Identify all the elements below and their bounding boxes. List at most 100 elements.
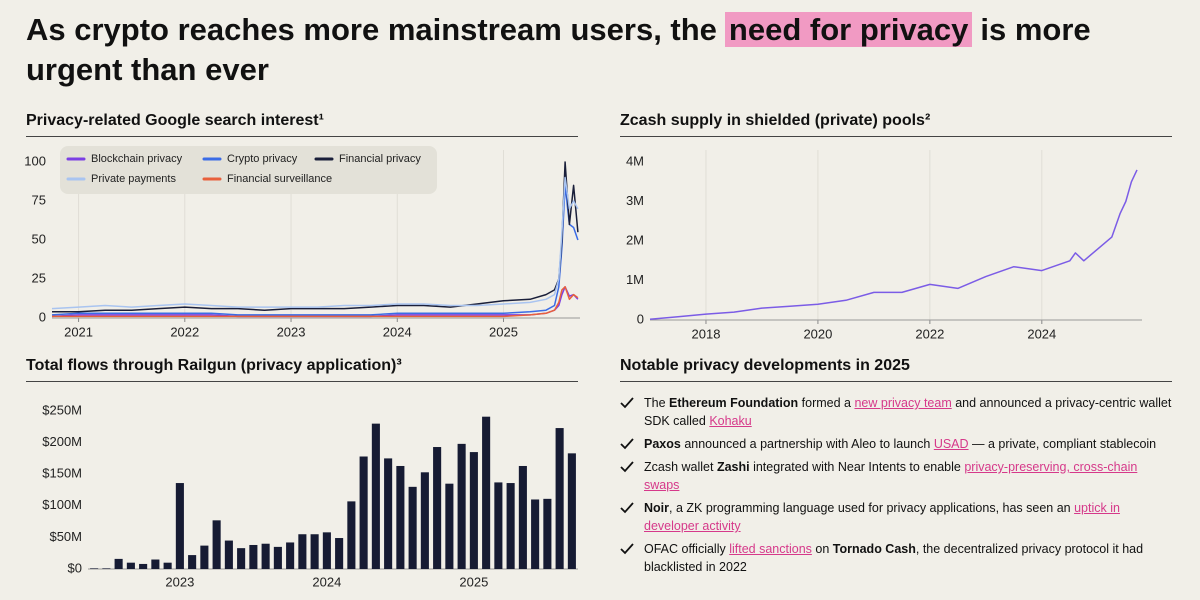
check-icon — [620, 438, 634, 450]
y-tick-label: 25 — [32, 270, 46, 285]
title-highlight: need for privacy — [724, 12, 973, 47]
link[interactable]: privacy-preserving, cross-chain swaps — [644, 460, 1138, 492]
x-tick-label: 2025 — [489, 324, 518, 339]
legend: Blockchain privacy Crypto privacy Financia… — [60, 146, 437, 194]
legend-label: Private payments — [91, 173, 176, 185]
y-tick-label: $150M — [42, 466, 82, 481]
series-line — [649, 169, 1138, 320]
series-line — [51, 176, 579, 310]
bar — [90, 568, 99, 569]
legend-label: Crypto privacy — [227, 153, 298, 165]
x-tick-label: 2024 — [1027, 326, 1056, 341]
bar — [286, 542, 295, 569]
bar — [433, 447, 442, 569]
bar — [102, 568, 111, 569]
x-tick-label: 2024 — [312, 574, 341, 589]
bar — [518, 465, 527, 569]
item-text: on — [811, 542, 833, 556]
y-tick-label: 50 — [32, 231, 46, 246]
development-list: The Ethereum Foundation formed a new pri… — [620, 394, 1175, 581]
bar — [420, 472, 429, 569]
bar — [469, 452, 478, 569]
bar — [163, 562, 172, 569]
bar — [188, 555, 197, 569]
y-tick-label: 3M — [626, 193, 644, 208]
legend-label: Financial surveillance — [227, 173, 332, 185]
check-icon — [620, 397, 634, 409]
legend-label: Blockchain privacy — [91, 153, 183, 165]
bar — [359, 456, 368, 569]
item-text: Zashi — [716, 460, 750, 474]
bar — [212, 520, 221, 569]
item-text: Paxos — [644, 437, 681, 451]
title-text: is more urgent than ever — [26, 12, 1091, 87]
bar — [310, 534, 319, 569]
bar — [237, 548, 246, 569]
bar — [261, 543, 270, 569]
bar — [347, 501, 356, 569]
bar — [531, 499, 540, 569]
y-tick-label: 0 — [637, 311, 644, 326]
bar — [506, 483, 515, 569]
bar — [139, 563, 148, 569]
link[interactable]: lifted sanctions — [729, 542, 812, 556]
x-tick-label: 2023 — [165, 574, 194, 589]
check-icon — [620, 543, 634, 555]
series-line — [51, 184, 579, 316]
item-text: Ethereum Foundation — [669, 396, 799, 410]
legend-label: Financial privacy — [339, 153, 421, 165]
bar — [457, 443, 466, 569]
item-text: Noir — [644, 501, 669, 515]
bar — [175, 483, 184, 569]
bar — [543, 498, 552, 569]
title-text: As crypto reaches more mainstream users,… — [26, 12, 717, 47]
item-text: Tornado Cash — [832, 542, 916, 556]
bar — [384, 458, 393, 569]
x-tick-label: 2022 — [915, 326, 944, 341]
y-tick-label: 2M — [626, 232, 644, 247]
link[interactable]: Kohaku — [709, 414, 752, 428]
development-item: The Ethereum Foundation formed a new pri… — [620, 394, 1175, 430]
bar — [482, 416, 491, 569]
chart-title: Zcash supply in shielded (private) pools… — [620, 112, 1172, 137]
bar — [114, 558, 123, 569]
bar — [396, 465, 405, 569]
x-tick-label: 2023 — [277, 324, 306, 339]
bar — [555, 428, 564, 569]
bar — [126, 562, 135, 569]
y-tick-label: $200M — [42, 434, 82, 449]
link[interactable]: new privacy team — [854, 396, 952, 410]
bar — [408, 486, 417, 569]
bar — [273, 546, 282, 569]
bar — [567, 453, 576, 569]
item-text: The — [644, 396, 670, 410]
link[interactable]: USAD — [933, 437, 969, 451]
x-tick-label: 2024 — [383, 324, 412, 339]
chart-title: Privacy-related Google search interest¹ — [26, 112, 578, 137]
legend-box — [60, 146, 437, 194]
series-line — [52, 286, 579, 318]
link[interactable]: uptick in developer activity — [644, 501, 1120, 533]
x-tick-label: 2025 — [459, 574, 488, 589]
x-tick-label: 2020 — [803, 326, 832, 341]
bar — [371, 423, 380, 569]
section-title: Notable privacy developments in 2025 — [620, 357, 1172, 382]
bar — [249, 544, 258, 569]
item-text: Zcash wallet — [644, 460, 717, 474]
y-tick-label: 4M — [626, 153, 644, 168]
development-item: Zcash wallet Zashi integrated with Near … — [620, 458, 1175, 494]
development-item: Noir, a ZK programming language used for… — [620, 499, 1175, 535]
bar — [494, 482, 503, 569]
y-tick-label: 0 — [39, 309, 46, 324]
item-text: — a private, compliant stablecoin — [968, 437, 1157, 451]
item-text: , the decentralized privacy protocol it … — [644, 542, 1144, 574]
development-item: OFAC officially lifted sanctions on Torn… — [620, 540, 1175, 576]
y-tick-label: $50M — [49, 529, 82, 544]
y-tick-label: 75 — [32, 192, 46, 207]
item-text: formed a — [798, 396, 855, 410]
item-text: announced a partnership with Aleo to lau… — [680, 437, 934, 451]
bar — [200, 545, 209, 569]
bar — [224, 540, 233, 569]
